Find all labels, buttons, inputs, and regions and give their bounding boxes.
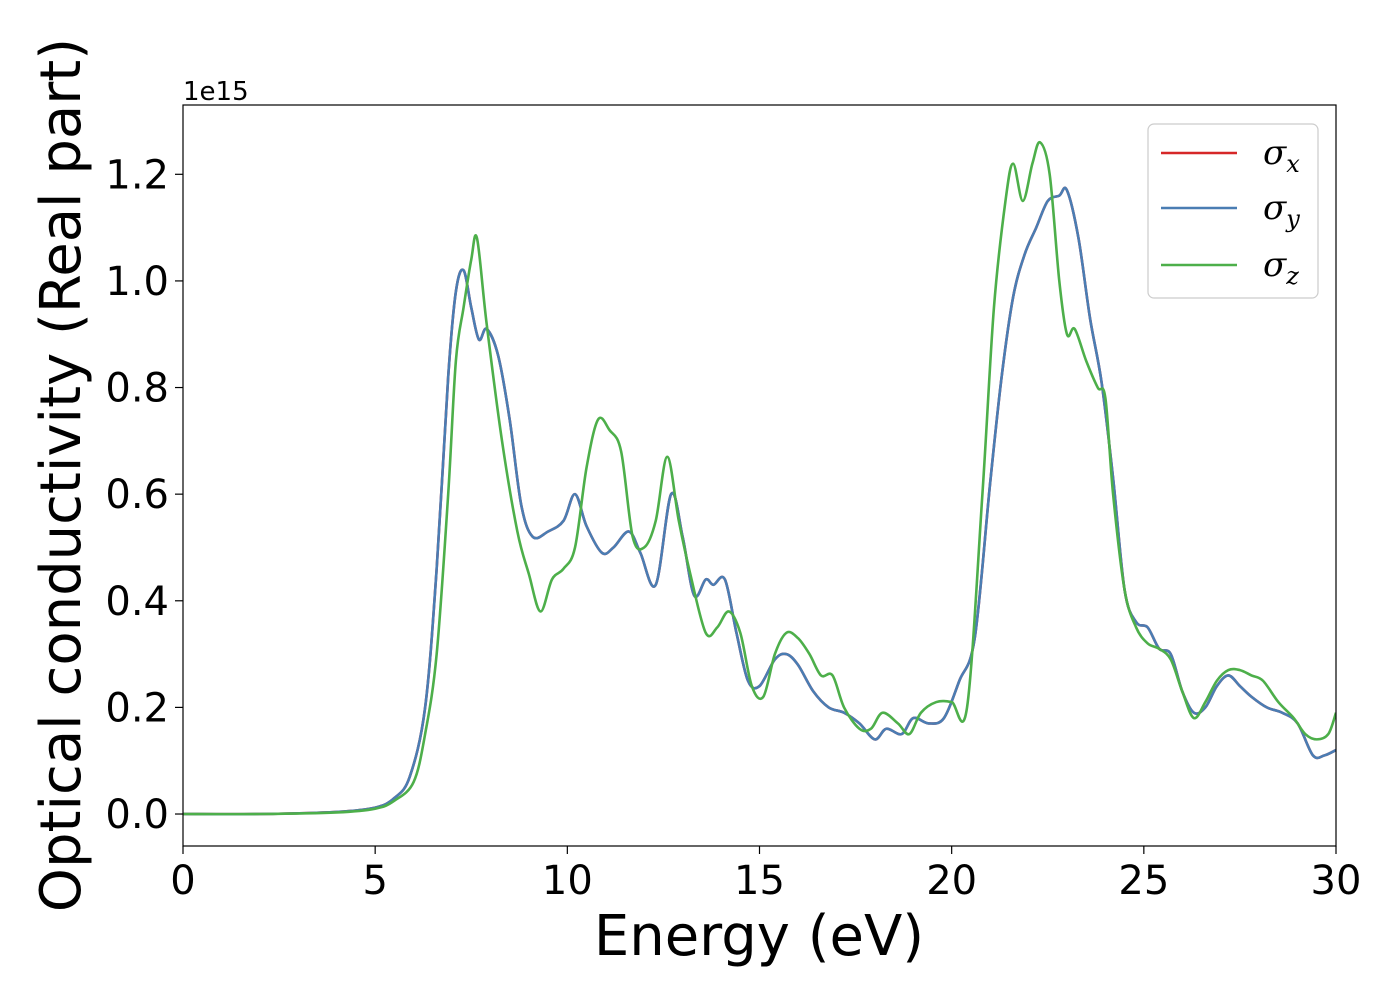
- legend-label-base: σ: [1263, 133, 1287, 173]
- y-tick-label: 0.6: [105, 472, 169, 518]
- x-tick-label: 30: [1311, 858, 1362, 904]
- series-layer: [183, 141, 1336, 816]
- y-tick-label: 0.0: [105, 792, 169, 838]
- legend-label-base: σ: [1263, 188, 1287, 228]
- legend-label-y: σy: [1263, 188, 1300, 233]
- y-tick-label: 1.0: [105, 259, 169, 305]
- legend-label-base: σ: [1263, 245, 1287, 285]
- legend-box: [1147, 123, 1319, 299]
- plot-background: [183, 105, 1336, 846]
- x-tick-label: 15: [734, 858, 785, 904]
- y-tick-label: 1.2: [105, 152, 169, 198]
- x-axis-label: Energy (eV): [594, 904, 924, 969]
- y-axis-label: Optical conductivity (Real part): [29, 38, 94, 912]
- y-tick-label: 0.8: [105, 366, 169, 412]
- legend-label-z: σz: [1263, 245, 1299, 290]
- x-axis: 0 5 10 15 20 25 30: [170, 846, 1361, 904]
- y-tick-label: 0.4: [105, 579, 169, 625]
- x-tick-label: 20: [926, 858, 977, 904]
- y-offset-label: 1e15: [183, 77, 249, 107]
- x-tick-label: 5: [362, 858, 387, 904]
- y-tick-label: 0.2: [105, 685, 169, 731]
- legend-label-x: σx: [1263, 133, 1300, 178]
- x-tick-label: 0: [170, 858, 195, 904]
- x-tick-label: 10: [542, 858, 593, 904]
- legend-label-subscript: y: [1285, 205, 1300, 233]
- y-axis: 0.0 0.2 0.4 0.6 0.8 1.0 1.2: [105, 152, 183, 838]
- x-tick-label: 25: [1118, 858, 1169, 904]
- legend-label-subscript: z: [1285, 262, 1299, 290]
- legend-label-subscript: x: [1286, 150, 1300, 178]
- series-line-z: [183, 141, 1336, 816]
